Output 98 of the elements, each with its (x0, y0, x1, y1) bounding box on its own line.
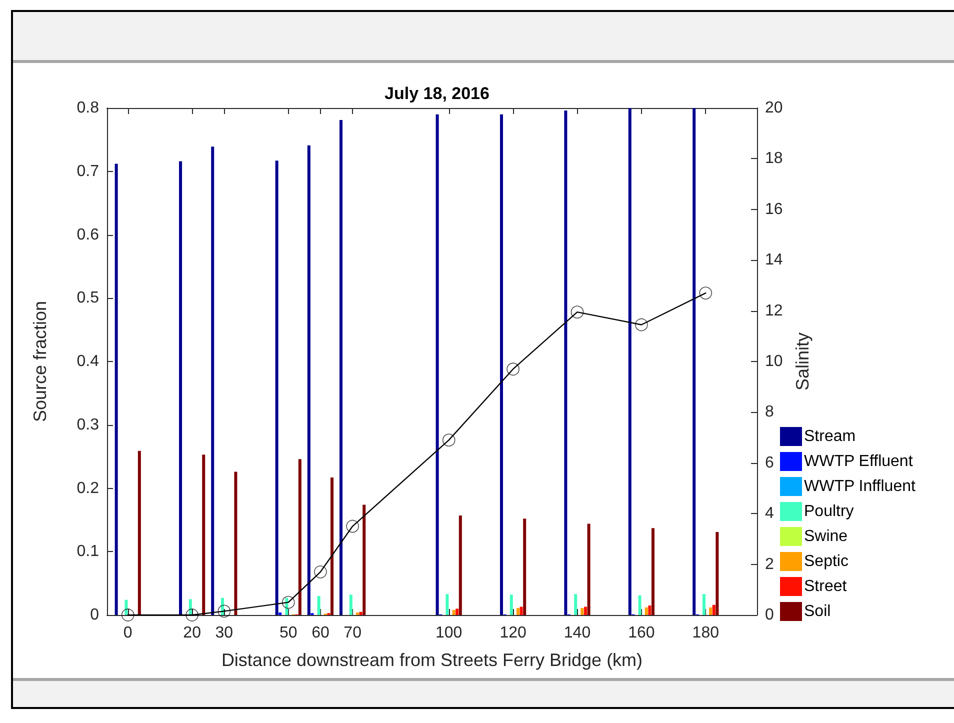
bar (340, 120, 343, 615)
x-tick-label: 20 (183, 624, 202, 642)
x-tick-label: 160 (628, 624, 655, 642)
bar (648, 605, 652, 615)
y2-tick-label: 14 (765, 252, 783, 269)
bar (278, 612, 282, 615)
y-tick-label: 0.7 (76, 162, 100, 180)
y-tick-label: 0.4 (76, 353, 100, 370)
bar (138, 450, 141, 615)
bar (574, 594, 578, 615)
bar (298, 459, 302, 615)
point (635, 318, 648, 332)
point (346, 520, 359, 533)
x-tick-label: 50 (279, 624, 298, 642)
y-tick-label: 0.3 (76, 416, 100, 434)
legend-label: Stream (804, 428, 856, 445)
bar (124, 600, 128, 615)
legend-label: Septic (804, 553, 848, 570)
y-tick-label: 0.2 (76, 480, 100, 497)
point (186, 608, 198, 622)
x-tick-label: 30 (215, 624, 234, 642)
bar (709, 607, 712, 615)
point (314, 566, 327, 578)
y-tick-label: 0.5 (76, 290, 100, 307)
bar (510, 594, 513, 615)
bar (516, 608, 520, 615)
bar (234, 472, 238, 615)
bar (702, 594, 706, 615)
legend-label: WWTP Inffluent (804, 478, 916, 495)
bar (523, 518, 526, 615)
point (282, 596, 295, 609)
legend-label: Poultry (804, 503, 854, 520)
bar (452, 610, 456, 615)
y2-tick-label: 16 (765, 200, 783, 218)
bar (584, 606, 587, 615)
bar (456, 608, 459, 615)
y2-tick-label: 2 (765, 556, 774, 573)
y-tick-label: 0.8 (76, 100, 100, 116)
chart-title: July 18, 2016 (384, 84, 490, 103)
bar (458, 516, 462, 615)
bar (500, 114, 503, 615)
x-tick-label: 180 (692, 624, 720, 642)
bar (564, 110, 568, 615)
x-tick-label: 70 (344, 624, 362, 642)
bar (446, 594, 449, 615)
y2-axis-title: Salinity (792, 332, 813, 391)
y-tick-label: 0 (90, 606, 100, 624)
bar (114, 164, 118, 615)
x-tick-label: 140 (564, 624, 591, 642)
x-tick-label: 0 (123, 624, 132, 642)
x-tick-label: 120 (500, 624, 526, 642)
bar (520, 606, 523, 615)
legend-label: WWTP Effluent (804, 453, 914, 470)
bar (587, 524, 590, 615)
y2-tick-label: 18 (765, 150, 783, 168)
bar (712, 604, 716, 615)
point (570, 306, 584, 318)
y2-tick-label: 6 (765, 454, 774, 472)
bar (716, 532, 719, 615)
bar (436, 114, 439, 615)
bar (580, 608, 584, 615)
bar (651, 528, 654, 615)
legend-label: Street (804, 578, 848, 595)
bar (188, 599, 192, 615)
bar (692, 108, 696, 615)
point (442, 434, 456, 446)
y2-tick-label: 12 (765, 302, 783, 320)
y-axis-title: Source fraction (30, 300, 50, 422)
bar (330, 477, 334, 615)
bar (644, 607, 648, 615)
bar (362, 504, 366, 615)
point (121, 608, 134, 622)
bar (211, 146, 214, 615)
bar (638, 595, 642, 615)
y2-tick-label: 20 (765, 100, 783, 116)
bar (359, 612, 362, 615)
point (506, 362, 520, 376)
y-tick-label: 0.1 (76, 543, 100, 560)
legend-label: Swine (804, 528, 848, 545)
bar (179, 161, 182, 615)
bar (317, 596, 320, 615)
legend-label: Soil (804, 603, 831, 620)
x-axis-title: Distance downstream from Streets Ferry Bridge (km) (221, 650, 643, 670)
y2-tick-label: 4 (765, 505, 774, 522)
point (218, 604, 231, 618)
x-tick-label: 60 (312, 624, 330, 642)
bar (628, 108, 632, 615)
y2-tick-label: 8 (765, 404, 774, 421)
bar (307, 145, 310, 615)
bar (202, 454, 206, 615)
bar (356, 612, 360, 615)
point (699, 286, 712, 300)
x-tick-label: 100 (436, 624, 462, 642)
bar (275, 160, 278, 615)
y2-tick-label: 10 (765, 353, 783, 370)
y-tick-label: 0.6 (76, 226, 100, 244)
y2-tick-label: 0 (765, 606, 774, 624)
bar (349, 594, 352, 615)
